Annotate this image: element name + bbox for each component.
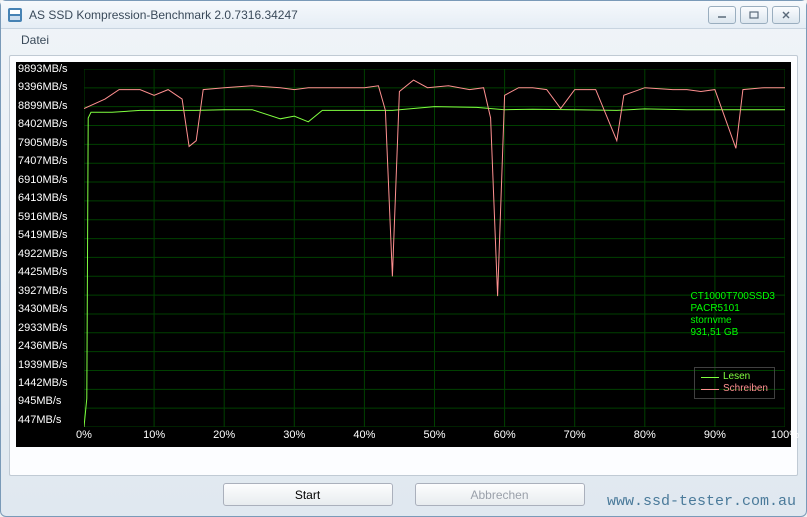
x-axis-labels: 0%10%20%30%40%50%60%70%80%90%100%: [84, 429, 785, 445]
y-tick-label: 8899MB/s: [16, 99, 84, 113]
window-title: AS SSD Kompression-Benchmark 2.0.7316.34…: [29, 8, 708, 22]
y-tick-label: 4922MB/s: [16, 247, 84, 261]
x-tick-label: 100%: [771, 429, 799, 441]
plot-region: CT1000T700SSD3 PACR5101 stornvme 931,51 …: [84, 69, 785, 427]
minimize-icon: [717, 11, 727, 19]
chart-svg: [84, 69, 785, 427]
y-tick-label: 5419MB/s: [16, 228, 84, 242]
device-fw: PACR5101: [691, 303, 776, 315]
y-tick-label: 945MB/s: [16, 394, 84, 408]
y-tick-label: 2436MB/s: [16, 339, 84, 353]
y-tick-label: 1939MB/s: [16, 358, 84, 372]
device-info: CT1000T700SSD3 PACR5101 stornvme 931,51 …: [691, 291, 776, 339]
y-tick-label: 5916MB/s: [16, 210, 84, 224]
close-button[interactable]: [772, 6, 800, 24]
abort-button[interactable]: Abbrechen: [415, 483, 585, 506]
chart-area: 9893MB/s 9396MB/s 8899MB/s 8402MB/s 7905MB/s…: [16, 62, 791, 447]
x-tick-label: 20%: [213, 429, 235, 441]
y-tick-label: 1442MB/s: [16, 376, 84, 390]
y-tick-label: 9893MB/s: [16, 62, 84, 76]
x-tick-label: 60%: [494, 429, 516, 441]
y-tick-label: 7407MB/s: [16, 154, 84, 168]
device-size: 931,51 GB: [691, 327, 776, 339]
y-tick-label: 3927MB/s: [16, 284, 84, 298]
y-tick-label: 7905MB/s: [16, 136, 84, 150]
y-tick-label: 4425MB/s: [16, 265, 84, 279]
y-tick-label: 3430MB/s: [16, 302, 84, 316]
watermark: www.ssd-tester.com.au: [607, 493, 796, 510]
menubar: Datei: [1, 29, 806, 53]
y-tick-label: 2933MB/s: [16, 321, 84, 335]
window-controls: [708, 6, 800, 24]
menu-file[interactable]: Datei: [15, 31, 55, 49]
y-tick-label: 6910MB/s: [16, 173, 84, 187]
y-tick-label: 6413MB/s: [16, 191, 84, 205]
minimize-button[interactable]: [708, 6, 736, 24]
start-button[interactable]: Start: [223, 483, 393, 506]
chart-legend: Lesen Schreiben: [694, 367, 775, 399]
maximize-button[interactable]: [740, 6, 768, 24]
device-model: CT1000T700SSD3: [691, 291, 776, 303]
x-tick-label: 0%: [76, 429, 92, 441]
x-tick-label: 30%: [283, 429, 305, 441]
x-tick-label: 90%: [704, 429, 726, 441]
device-driver: stornvme: [691, 315, 776, 327]
legend-read: Lesen: [701, 371, 768, 383]
content-panel: 9893MB/s 9396MB/s 8899MB/s 8402MB/s 7905MB/s…: [9, 55, 798, 476]
x-tick-label: 70%: [564, 429, 586, 441]
legend-read-label: Lesen: [723, 371, 750, 383]
x-tick-label: 40%: [353, 429, 375, 441]
y-tick-label: 447MB/s: [16, 413, 84, 427]
app-icon: [7, 7, 23, 23]
legend-write-label: Schreiben: [723, 383, 768, 395]
app-window: AS SSD Kompression-Benchmark 2.0.7316.34…: [0, 0, 807, 517]
x-tick-label: 10%: [143, 429, 165, 441]
maximize-icon: [749, 11, 759, 19]
x-tick-label: 80%: [634, 429, 656, 441]
y-axis-labels: 9893MB/s 9396MB/s 8899MB/s 8402MB/s 7905MB/s…: [16, 62, 84, 427]
close-icon: [781, 11, 791, 19]
y-tick-label: 9396MB/s: [16, 80, 84, 94]
x-tick-label: 50%: [423, 429, 445, 441]
titlebar[interactable]: AS SSD Kompression-Benchmark 2.0.7316.34…: [1, 1, 806, 29]
y-tick-label: 8402MB/s: [16, 117, 84, 131]
legend-write: Schreiben: [701, 383, 768, 395]
